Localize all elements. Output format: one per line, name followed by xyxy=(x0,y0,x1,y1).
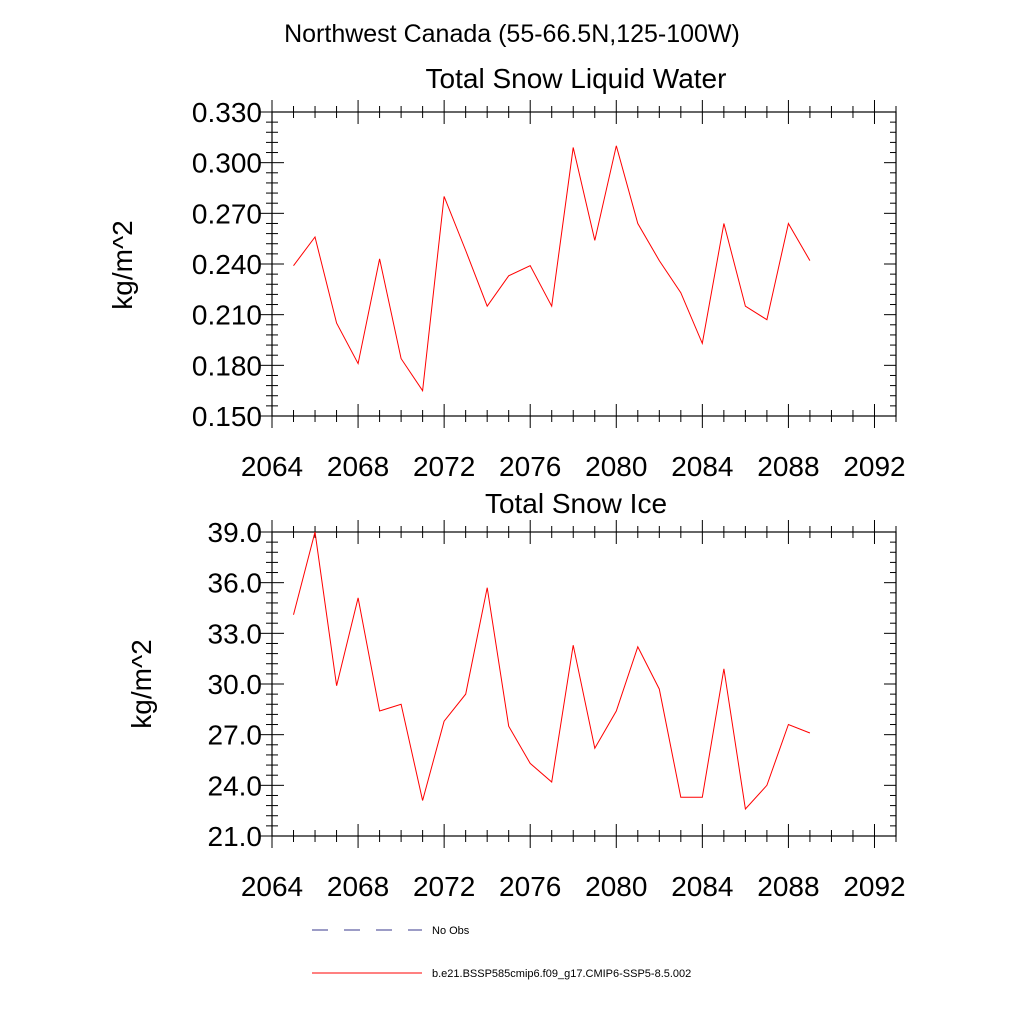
panel-snow-liquid-water: Total Snow Liquid Water kg/m^2 0.150 0.18… xyxy=(107,63,906,482)
series-lines xyxy=(293,531,811,811)
x-tick-label: 2072 xyxy=(413,451,475,482)
y-axis-label: kg/m^2 xyxy=(107,220,138,309)
y-tick-label: 39.0 xyxy=(208,517,263,548)
x-tick-label: 2076 xyxy=(499,871,561,902)
axis-ticks xyxy=(260,100,897,428)
x-tick-label: 2064 xyxy=(241,451,303,482)
y-tick-label: 0.180 xyxy=(192,350,262,381)
legend-label-no-obs: No Obs xyxy=(432,925,470,937)
x-tick-label: 2084 xyxy=(671,451,733,482)
series-line xyxy=(293,145,811,393)
panel-snow-ice: Total Snow Ice kg/m^2 21.0 24.0 27.0 30.0 33… xyxy=(126,488,906,902)
x-tick-label: 2088 xyxy=(757,451,819,482)
y-tick-label: 0.270 xyxy=(192,198,262,229)
panel-title: Total Snow Ice xyxy=(485,488,667,519)
y-tick-label: 36.0 xyxy=(208,568,263,599)
y-tick-label: 27.0 xyxy=(208,720,263,751)
y-tick-label: 30.0 xyxy=(208,669,263,700)
y-tick-label: 21.0 xyxy=(208,821,263,852)
x-tick-label: 2076 xyxy=(499,451,561,482)
y-tick-label: 24.0 xyxy=(208,770,263,801)
y-tick-label: 0.210 xyxy=(192,300,262,331)
y-tick-label: 0.150 xyxy=(192,401,262,432)
x-tick-label: 2064 xyxy=(241,871,303,902)
y-tick-labels: 21.0 24.0 27.0 30.0 33.0 36.0 39.0 xyxy=(208,517,263,852)
y-tick-label: 0.300 xyxy=(192,148,262,179)
y-tick-label: 0.330 xyxy=(192,97,262,128)
series-line xyxy=(293,531,811,811)
plot-frame xyxy=(271,531,897,837)
y-axis-label: kg/m^2 xyxy=(126,639,157,728)
x-tick-label: 2068 xyxy=(327,871,389,902)
panel-title: Total Snow Liquid Water xyxy=(426,63,727,94)
x-tick-label: 2068 xyxy=(327,451,389,482)
x-tick-labels: 2064 2068 2072 2076 2080 2084 2088 2092 xyxy=(241,451,906,482)
series-lines xyxy=(293,145,811,393)
legend-label-model-run: b.e21.BSSP585cmip6.f09_g17.CMIP6-SSP5-8.… xyxy=(432,968,691,980)
axis-ticks xyxy=(260,520,897,848)
x-tick-label: 2080 xyxy=(585,871,647,902)
y-tick-labels: 0.150 0.180 0.210 0.240 0.270 0.300 0.330 xyxy=(192,97,262,432)
x-tick-label: 2084 xyxy=(671,871,733,902)
x-tick-label: 2092 xyxy=(843,451,905,482)
y-tick-label: 0.240 xyxy=(192,249,262,280)
x-tick-label: 2072 xyxy=(413,871,475,902)
x-tick-label: 2080 xyxy=(585,451,647,482)
x-tick-labels: 2064 2068 2072 2076 2080 2084 2088 2092 xyxy=(241,871,906,902)
x-tick-label: 2092 xyxy=(843,871,905,902)
figure-suptitle: Northwest Canada (55-66.5N,125-100W) xyxy=(284,20,740,48)
plot-frame xyxy=(271,111,897,417)
y-tick-label: 33.0 xyxy=(208,618,263,649)
legend: No Obs b.e21.BSSP585cmip6.f09_g17.CMIP6-… xyxy=(312,925,691,980)
x-tick-label: 2088 xyxy=(757,871,819,902)
